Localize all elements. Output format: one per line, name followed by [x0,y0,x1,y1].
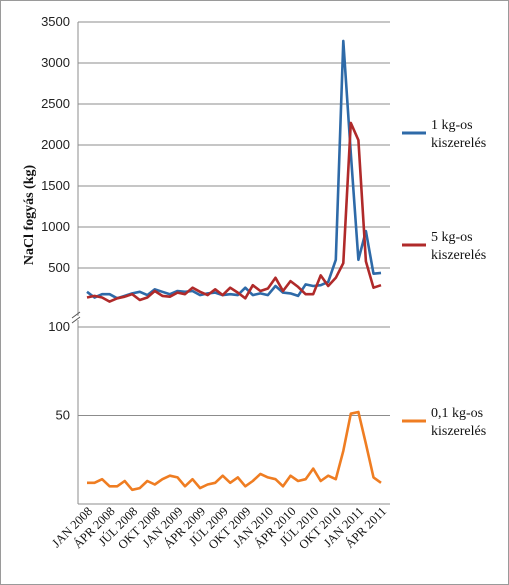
y-tick-label: 2000 [41,137,70,152]
series-line [86,121,382,303]
legend-label: 0,1 kg-os [431,406,483,421]
axis-break-mark [71,316,81,324]
y-tick-label: 3000 [41,55,70,70]
y-tick-label: 500 [48,260,70,275]
axes [71,22,390,505]
legend-label: kiszerelés [431,424,486,439]
legend-label: 5 kg-os [431,230,473,245]
legend-label: 1 kg-os [431,118,473,133]
series-lines [86,39,382,492]
series-line [87,410,382,492]
legend-label: kiszerelés [431,248,486,263]
y-tick-label: 1500 [41,178,70,193]
legend-label: kiszerelés [431,136,486,151]
y-tick-label: 2500 [41,96,70,111]
legend: 1 kg-os kiszerelés 5 kg-os kiszerelés 0,1 kg… [402,118,486,439]
y-tick-label: 1000 [41,219,70,234]
y-tick-label: 100 [48,319,70,334]
y-tick-label: 3500 [41,14,70,29]
y-axis-label: NaCl fogyás (kg) [22,165,37,266]
axis-break-mark [71,311,81,319]
y-tick-label: 50 [56,408,70,423]
series-line [86,39,382,300]
